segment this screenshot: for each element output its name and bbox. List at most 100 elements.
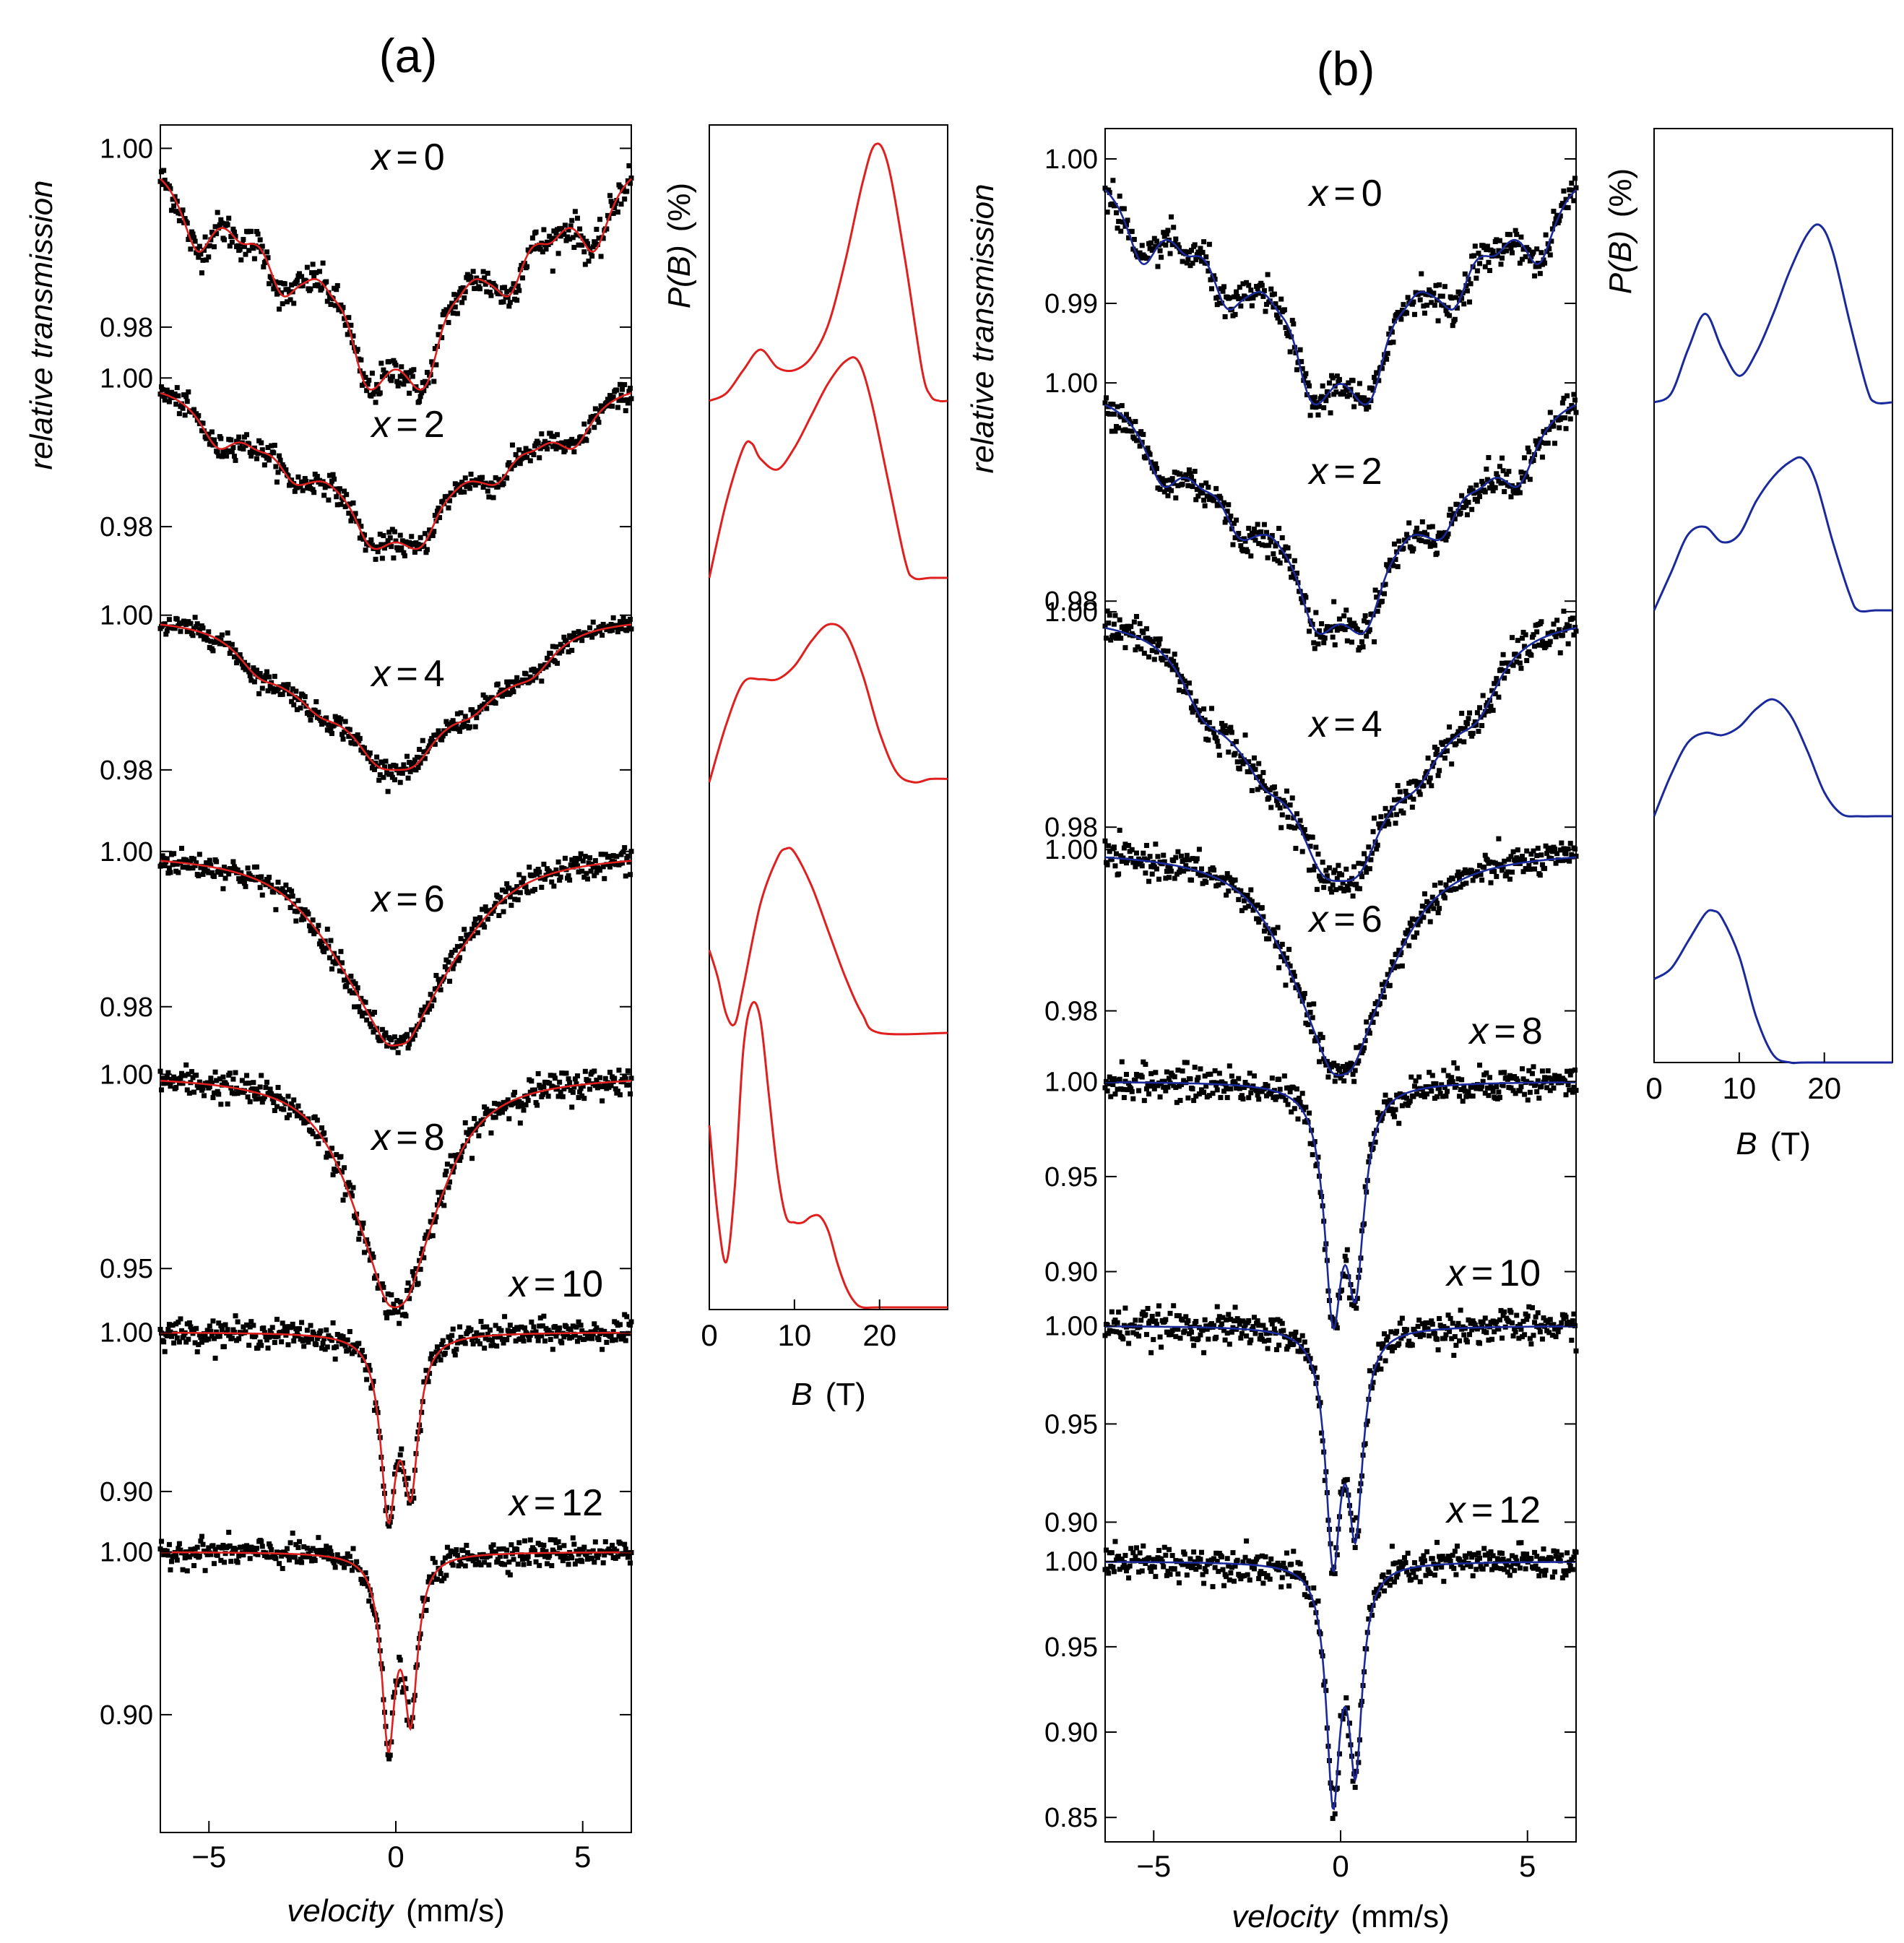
data-point: [509, 1101, 515, 1107]
data-point: [259, 1099, 265, 1105]
data-point: [1351, 620, 1357, 626]
data-point: [1435, 534, 1441, 540]
data-point: [1222, 875, 1228, 881]
data-point: [338, 948, 344, 954]
data-point: [280, 691, 285, 697]
data-point: [1490, 707, 1496, 713]
data-point: [1121, 1094, 1127, 1100]
data-point: [246, 1547, 252, 1553]
data-point: [537, 246, 543, 252]
data-point: [459, 943, 465, 949]
data-point: [186, 628, 192, 634]
data-point: [438, 987, 443, 992]
data-point: [1252, 537, 1258, 543]
data-point: [364, 750, 370, 756]
data-point: [1277, 805, 1283, 811]
data-point: [257, 237, 263, 243]
data-point: [1246, 282, 1252, 288]
data-point: [1208, 277, 1213, 282]
data-point: [411, 367, 417, 373]
data-point: [381, 533, 386, 539]
data-point: [579, 1559, 585, 1565]
data-point: [1216, 1070, 1222, 1076]
data-point: [1349, 639, 1355, 645]
data-point: [572, 209, 578, 215]
data-point: [332, 1169, 338, 1174]
data-point: [360, 536, 366, 542]
data-point: [1419, 519, 1425, 524]
data-point: [163, 1081, 169, 1086]
data-point: [1248, 887, 1254, 893]
data-point: [1375, 842, 1380, 848]
series-label-var: x: [369, 653, 391, 695]
data-point: [1478, 488, 1484, 494]
panel-a-pb-xlabel: B (T): [791, 1377, 866, 1412]
data-point: [1498, 480, 1504, 486]
data-point: [1573, 185, 1579, 191]
data-point: [1120, 624, 1126, 630]
data-point: [1226, 888, 1232, 894]
data-point: [1460, 881, 1466, 887]
data-point: [1184, 477, 1190, 482]
data-point: [381, 1284, 386, 1290]
data-point: [1326, 865, 1332, 870]
data-point: [1169, 488, 1174, 493]
data-point: [550, 1084, 555, 1090]
data-point: [442, 1555, 448, 1561]
data-point: [450, 718, 456, 724]
data-point: [1360, 1047, 1366, 1053]
data-point: [1562, 415, 1567, 420]
data-point: [363, 1367, 368, 1373]
data-point: [562, 447, 568, 453]
data-point: [1276, 526, 1282, 532]
data-point: [1409, 916, 1415, 922]
data-point: [1437, 282, 1442, 287]
data-point: [1182, 857, 1187, 863]
data-point: [269, 1546, 274, 1552]
data-point: [245, 1094, 251, 1100]
data-point: [180, 405, 186, 411]
data-point: [166, 183, 172, 189]
data-point: [1309, 1029, 1315, 1034]
data-point: [1567, 841, 1573, 847]
data-point: [1156, 876, 1162, 882]
data-point: [1148, 864, 1154, 870]
data-point: [1171, 659, 1177, 665]
data-point: [1375, 608, 1380, 614]
data-point: [261, 264, 267, 269]
data-point: [626, 623, 632, 629]
data-point: [627, 1323, 633, 1328]
data-point: [496, 1110, 502, 1116]
data-point: [1508, 494, 1514, 500]
data-point: [1531, 249, 1536, 255]
data-point: [1302, 827, 1307, 833]
data-point: [229, 449, 235, 454]
series-a-spectra-0-points: [157, 163, 634, 405]
data-point: [244, 1543, 250, 1549]
data-point: [1378, 814, 1384, 820]
data-point: [299, 1320, 305, 1325]
data-point: [1203, 880, 1209, 886]
data-point: [557, 878, 563, 883]
data-point: [412, 550, 417, 555]
data-point: [1299, 991, 1304, 997]
data-point: [1496, 248, 1502, 254]
data-point: [1192, 1065, 1198, 1070]
data-point: [594, 416, 600, 422]
data-point: [1206, 268, 1211, 274]
data-point: [1125, 428, 1130, 434]
data-point: [1382, 581, 1388, 587]
data-point: [413, 1266, 419, 1272]
data-point: [267, 1328, 273, 1333]
data-point: [450, 311, 456, 316]
data-point: [1173, 1085, 1179, 1091]
data-point: [373, 399, 378, 405]
data-point: [194, 624, 199, 630]
data-point: [487, 700, 493, 706]
data-point: [281, 464, 287, 470]
y-tick-label: 0.98: [1044, 587, 1098, 617]
data-point: [533, 229, 539, 235]
data-point: [1147, 1083, 1153, 1089]
data-point: [1399, 307, 1405, 313]
data-point: [157, 178, 163, 184]
